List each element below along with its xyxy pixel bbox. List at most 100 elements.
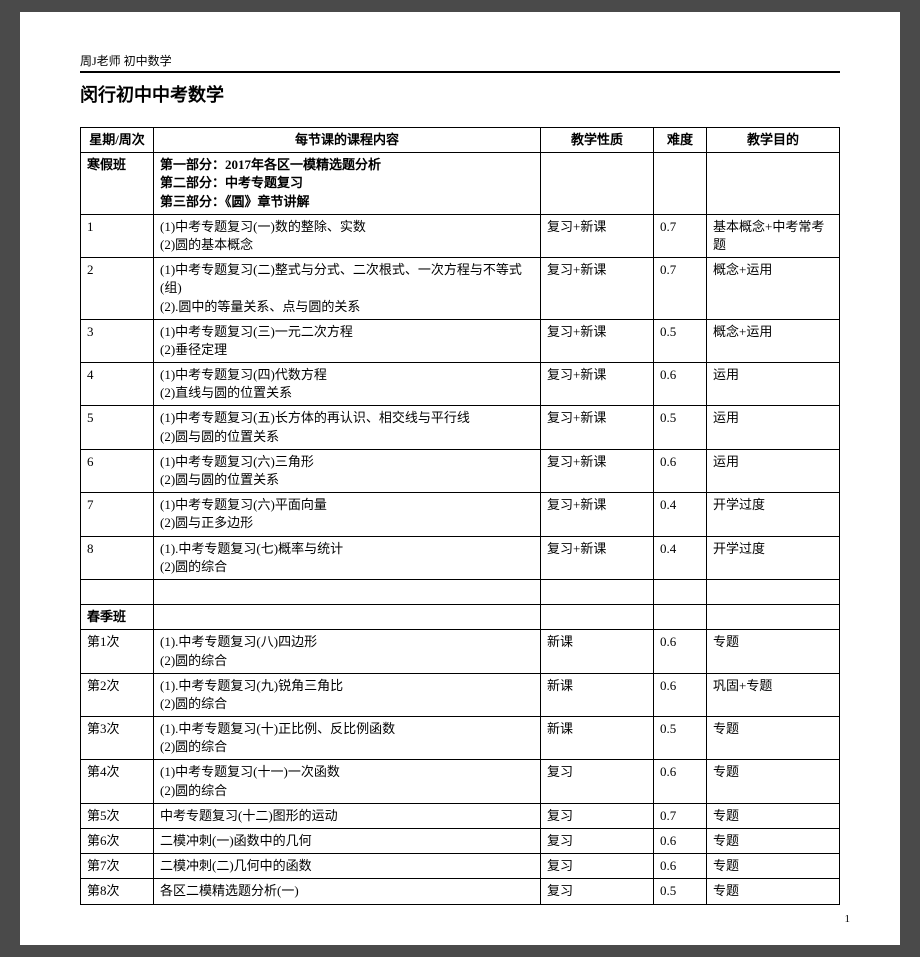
table-cell: 复习+新课 xyxy=(541,363,654,406)
table-cell: 第一部分：2017年各区一模精选题分析第二部分：中考专题复习第三部分：《圆》章节… xyxy=(154,153,541,215)
table-cell xyxy=(707,579,840,604)
table-cell: (1)中考专题复习(三)一元二次方程(2)垂径定理 xyxy=(154,319,541,362)
table-cell: 专题 xyxy=(707,803,840,828)
table-cell: 第1次 xyxy=(81,630,154,673)
table-cell: 开学过度 xyxy=(707,536,840,579)
table-cell: 6 xyxy=(81,449,154,492)
table-cell: 0.6 xyxy=(654,363,707,406)
table-cell: 2 xyxy=(81,258,154,320)
table-cell: 复习+新课 xyxy=(541,536,654,579)
col-header: 教学目的 xyxy=(707,128,840,153)
table-cell: 复习 xyxy=(541,760,654,803)
table-cell: 0.6 xyxy=(654,829,707,854)
table-cell: (1)中考专题复习(五)长方体的再认识、相交线与平行线(2)圆与圆的位置关系 xyxy=(154,406,541,449)
table-row: 1(1)中考专题复习(一)数的整除、实数(2)圆的基本概念复习+新课0.7基本概… xyxy=(81,214,840,257)
col-header: 教学性质 xyxy=(541,128,654,153)
table-cell xyxy=(541,579,654,604)
table-cell: (1)中考专题复习(六)三角形(2)圆与圆的位置关系 xyxy=(154,449,541,492)
table-cell: (1)中考专题复习(六)平面向量(2)圆与正多边形 xyxy=(154,493,541,536)
table-cell: 0.6 xyxy=(654,854,707,879)
table-cell: 概念+运用 xyxy=(707,258,840,320)
table-row: 6(1)中考专题复习(六)三角形(2)圆与圆的位置关系复习+新课0.6运用 xyxy=(81,449,840,492)
table-cell: (1)中考专题复习(一)数的整除、实数(2)圆的基本概念 xyxy=(154,214,541,257)
page-header: 周J老师 初中数学 xyxy=(80,52,840,73)
table-row: 4(1)中考专题复习(四)代数方程(2)直线与圆的位置关系复习+新课0.6运用 xyxy=(81,363,840,406)
document-page: 周J老师 初中数学 闵行初中中考数学 星期/周次 每节课的课程内容 教学性质 难… xyxy=(20,12,900,945)
table-cell xyxy=(541,153,654,215)
table-cell: (1)中考专题复习(十一)一次函数(2)圆的综合 xyxy=(154,760,541,803)
table-cell: 新课 xyxy=(541,630,654,673)
table-cell: 新课 xyxy=(541,673,654,716)
table-cell: 运用 xyxy=(707,406,840,449)
table-cell: (1).中考专题复习(九)锐角三角比(2)圆的综合 xyxy=(154,673,541,716)
table-cell: 0.7 xyxy=(654,258,707,320)
col-header: 每节课的课程内容 xyxy=(154,128,541,153)
table-cell: (1)中考专题复习(二)整式与分式、二次根式、一次方程与不等式(组)(2).圆中… xyxy=(154,258,541,320)
table-row: 第6次二模冲刺(一)函数中的几何复习0.6专题 xyxy=(81,829,840,854)
table-cell: 各区二模精选题分析(一) xyxy=(154,879,541,904)
table-cell: 0.4 xyxy=(654,493,707,536)
table-row: 2(1)中考专题复习(二)整式与分式、二次根式、一次方程与不等式(组)(2).圆… xyxy=(81,258,840,320)
table-cell: (1).中考专题复习(七)概率与统计(2)圆的综合 xyxy=(154,536,541,579)
table-cell: 中考专题复习(十二)图形的运动 xyxy=(154,803,541,828)
table-cell: (1).中考专题复习(十)正比例、反比例函数(2)圆的综合 xyxy=(154,717,541,760)
table-cell xyxy=(707,605,840,630)
table-cell: 复习+新课 xyxy=(541,493,654,536)
table-cell: 8 xyxy=(81,536,154,579)
table-row: 第2次(1).中考专题复习(九)锐角三角比(2)圆的综合新课0.6巩固+专题 xyxy=(81,673,840,716)
table-cell: 0.5 xyxy=(654,319,707,362)
table-cell: 复习+新课 xyxy=(541,214,654,257)
table-cell: 专题 xyxy=(707,760,840,803)
table-cell: 巩固+专题 xyxy=(707,673,840,716)
table-cell xyxy=(154,605,541,630)
table-row: 第7次二模冲刺(二)几何中的函数复习0.6专题 xyxy=(81,854,840,879)
table-row xyxy=(81,579,840,604)
table-cell: 复习+新课 xyxy=(541,406,654,449)
table-cell: 第8次 xyxy=(81,879,154,904)
col-header: 难度 xyxy=(654,128,707,153)
table-cell: 专题 xyxy=(707,717,840,760)
page-number: 1 xyxy=(845,913,851,925)
table-row: 第5次中考专题复习(十二)图形的运动复习0.7专题 xyxy=(81,803,840,828)
table-cell: 0.7 xyxy=(654,803,707,828)
table-cell: 运用 xyxy=(707,363,840,406)
table-cell: 第7次 xyxy=(81,854,154,879)
table-cell xyxy=(654,605,707,630)
table-cell: 二模冲刺(一)函数中的几何 xyxy=(154,829,541,854)
table-cell: 7 xyxy=(81,493,154,536)
curriculum-table: 星期/周次 每节课的课程内容 教学性质 难度 教学目的 寒假班第一部分：2017… xyxy=(80,127,840,905)
table-cell: 春季班 xyxy=(81,605,154,630)
table-cell: 0.5 xyxy=(654,717,707,760)
table-cell: 复习+新课 xyxy=(541,258,654,320)
table-cell: 专题 xyxy=(707,829,840,854)
table-cell: 第3次 xyxy=(81,717,154,760)
table-cell: 0.6 xyxy=(654,630,707,673)
col-header: 星期/周次 xyxy=(81,128,154,153)
table-cell: 0.5 xyxy=(654,879,707,904)
table-cell: 第6次 xyxy=(81,829,154,854)
table-cell: 寒假班 xyxy=(81,153,154,215)
table-cell: 专题 xyxy=(707,630,840,673)
table-cell xyxy=(707,153,840,215)
table-cell: 0.7 xyxy=(654,214,707,257)
table-cell: 4 xyxy=(81,363,154,406)
table-cell: (1)中考专题复习(四)代数方程(2)直线与圆的位置关系 xyxy=(154,363,541,406)
table-cell: 专题 xyxy=(707,854,840,879)
table-row: 第8次各区二模精选题分析(一)复习0.5专题 xyxy=(81,879,840,904)
table-row: 第4次(1)中考专题复习(十一)一次函数(2)圆的综合复习0.6专题 xyxy=(81,760,840,803)
table-cell: 第5次 xyxy=(81,803,154,828)
table-cell xyxy=(81,579,154,604)
table-cell: 复习 xyxy=(541,854,654,879)
table-row: 7(1)中考专题复习(六)平面向量(2)圆与正多边形复习+新课0.4开学过度 xyxy=(81,493,840,536)
table-row: 3(1)中考专题复习(三)一元二次方程(2)垂径定理复习+新课0.5概念+运用 xyxy=(81,319,840,362)
table-cell: 复习 xyxy=(541,879,654,904)
table-row: 第1次(1).中考专题复习(八)四边形(2)圆的综合新课0.6专题 xyxy=(81,630,840,673)
table-cell: 复习 xyxy=(541,829,654,854)
table-cell xyxy=(541,605,654,630)
table-row: 春季班 xyxy=(81,605,840,630)
table-cell xyxy=(654,579,707,604)
table-cell: 概念+运用 xyxy=(707,319,840,362)
table-cell: 第2次 xyxy=(81,673,154,716)
table-cell: 3 xyxy=(81,319,154,362)
table-cell: 新课 xyxy=(541,717,654,760)
